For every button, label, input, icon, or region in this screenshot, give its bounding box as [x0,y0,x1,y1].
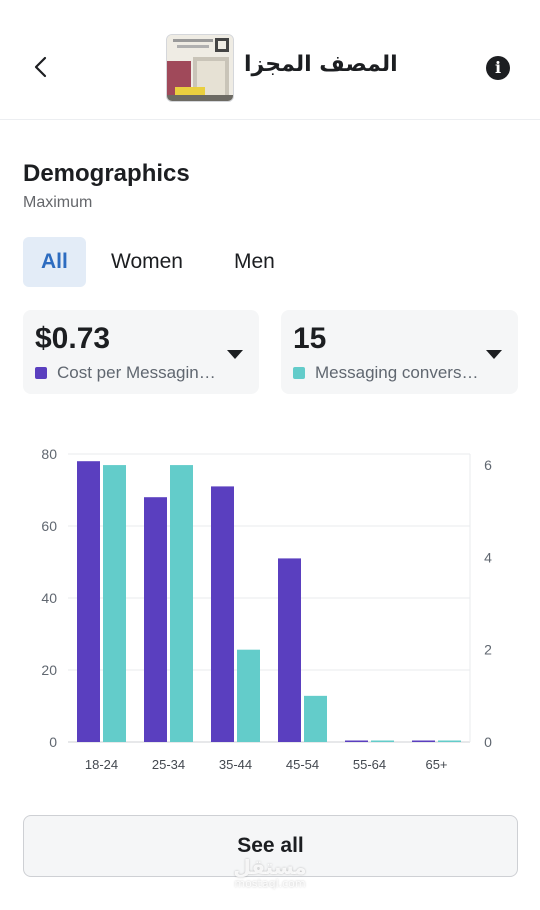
watermark-logo: مستقل mostaql.com [232,856,308,890]
metric-value: $0.73 [35,322,111,355]
chart-bar [371,740,394,742]
chart-bar [237,649,260,742]
y-tick-label-left: 20 [41,662,57,678]
y-tick-label-left: 0 [49,734,57,750]
y-tick-label-left: 80 [41,446,57,462]
page-title: المصف المجزا [244,52,398,77]
ad-thumbnail[interactable] [166,34,234,102]
x-tick-label: 55-64 [353,757,386,772]
section-subtitle: Maximum [23,194,93,211]
see-all-button[interactable]: See all [23,815,518,877]
info-glyph: i [494,58,502,77]
chart-bar [103,465,126,742]
ad-image-icon [167,35,233,101]
tab-men[interactable]: Men [234,250,275,273]
chevron-left-icon[interactable] [26,52,56,82]
y-tick-label-right: 4 [484,549,492,565]
legend-swatch [293,367,305,379]
caret-down-icon[interactable] [227,350,243,359]
y-tick-label-left: 40 [41,590,57,606]
x-tick-label: 18-24 [85,757,118,772]
chart-bar [211,486,234,742]
chart-bar [304,695,327,742]
legend-swatch [35,367,47,379]
chart-bar [412,740,435,742]
chart-bar [345,740,368,742]
chart-bar [170,465,193,742]
metric-cost-per-messaging[interactable]: $0.73 Cost per Messagin… [23,310,259,394]
y-tick-label-right: 2 [484,642,492,658]
x-tick-label: 65+ [425,757,447,772]
y-tick-label-right: 0 [484,734,492,750]
chart-bar [77,461,100,742]
y-tick-label-right: 6 [484,457,492,473]
x-tick-label: 25-34 [152,757,185,772]
demographics-bar-chart: 0 20 40 60 80 0 2 4 6 18-24 25-34 35-44 45-54 55-64 65… [41,446,492,772]
tab-women[interactable]: Women [111,250,183,273]
metric-value: 15 [293,322,327,355]
info-icon[interactable]: i [486,56,510,80]
metric-label: Messaging convers… [315,363,479,382]
metric-label: Cost per Messagin… [57,363,216,382]
x-tick-label: 35-44 [219,757,252,772]
y-tick-label-left: 60 [41,518,57,534]
chart-bar [438,740,461,742]
chart-bar [278,558,301,742]
x-tick-label: 45-54 [286,757,319,772]
caret-down-icon[interactable] [486,350,502,359]
section-title: Demographics [23,160,190,187]
metric-messaging-conversations[interactable]: 15 Messaging convers… [281,310,518,394]
watermark-url: mostaql.com [234,877,306,890]
chart-bar [144,497,167,742]
top-bar: المصف المجزا i [0,0,540,120]
watermark-text: مستقل [233,855,307,879]
tab-all[interactable]: All [23,237,86,287]
